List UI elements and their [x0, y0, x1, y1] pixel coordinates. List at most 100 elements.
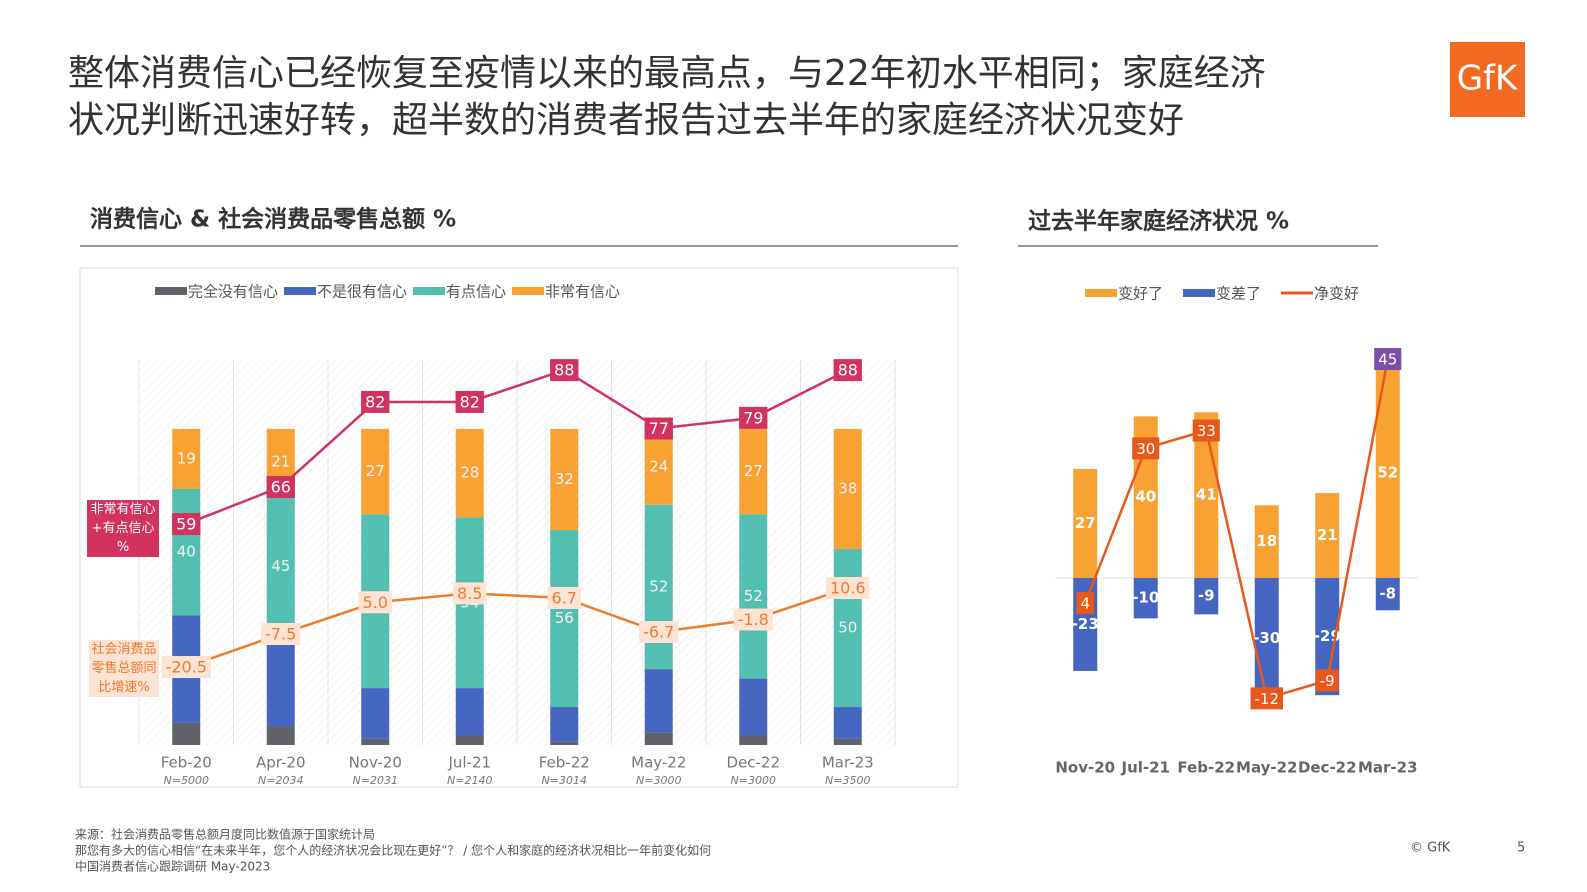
bar-label: 52	[649, 577, 668, 595]
bar-segment	[833, 738, 862, 745]
line-label: 非常有信心+有点信心 %	[87, 500, 159, 557]
line	[1084, 358, 1389, 700]
line-label: 6.7	[552, 588, 577, 607]
line-label-box	[739, 406, 768, 429]
x-tick-label: Apr-20	[256, 754, 306, 772]
bar-label: 27	[744, 462, 763, 480]
bar-label: 21	[1317, 526, 1338, 544]
slide-title-line: 整体消费信心已经恢复至疫情以来的最高点，与22年初水平相同；家庭经济	[68, 53, 1266, 94]
page-number: 5	[1517, 841, 1525, 856]
line-label: 77	[649, 419, 669, 438]
bar-segment	[1073, 468, 1098, 578]
bar-segment	[644, 732, 673, 745]
bar-segment	[361, 428, 390, 515]
legend-swatch	[155, 287, 187, 295]
line-label-box	[550, 359, 579, 382]
bar-label: 24	[649, 457, 668, 475]
line-label-box	[1132, 437, 1160, 460]
legend-label: 净变好	[1314, 285, 1359, 303]
bar-segment	[739, 735, 768, 745]
line-label-box	[358, 591, 392, 614]
bar-segment	[266, 637, 295, 727]
bar-segment	[361, 688, 390, 739]
line-label-box	[1076, 592, 1095, 615]
logo	[1450, 42, 1525, 117]
sample-size: N=2031	[353, 774, 398, 787]
line-label-box	[639, 620, 679, 643]
line-label: 5.0	[363, 593, 388, 612]
x-tick-label: Feb-22	[539, 754, 590, 772]
line-label: 10.6	[830, 579, 866, 598]
bar-label: 21	[271, 453, 290, 471]
bar-segment	[1315, 493, 1340, 578]
bar-segment	[455, 735, 484, 745]
x-tick-label: Nov-20	[349, 754, 402, 772]
bar-label: 38	[838, 479, 857, 497]
chart-title: 消费信心 & 社会消费品零售总额 %	[90, 206, 456, 233]
bar-label: 41	[1196, 486, 1217, 504]
bar-segment	[1254, 505, 1279, 578]
line	[185, 368, 849, 526]
bar-label: 27	[1075, 514, 1096, 532]
legend-swatch	[1085, 289, 1117, 297]
line-label-box	[261, 623, 301, 646]
bar-segment	[266, 726, 295, 745]
line-label: 82	[460, 392, 480, 411]
legend-label: 不是很有信心	[317, 283, 407, 301]
x-tick-label: Dec-22	[1298, 759, 1357, 777]
bar-segment	[550, 428, 579, 531]
sample-size: N=3000	[636, 774, 681, 787]
x-tick-label: May-22	[631, 754, 686, 772]
sample-size: N=3014	[542, 774, 587, 787]
line-label-box	[161, 656, 211, 679]
bar-label: -9	[1198, 587, 1215, 605]
line-label-box	[1315, 669, 1339, 692]
bar-segment	[1375, 577, 1400, 611]
line-label: 30	[1136, 440, 1155, 458]
bar-label: 56	[555, 609, 574, 627]
line-label-box	[455, 390, 484, 413]
x-tick-label: Mar-23	[1358, 759, 1418, 777]
line-label: 4	[1080, 595, 1090, 613]
line-label: 79	[743, 408, 763, 427]
line-label-box	[644, 417, 673, 440]
bar-segment	[172, 428, 201, 489]
line-label: -7.5	[265, 625, 296, 644]
sample-size: N=2034	[258, 774, 303, 787]
copyright: © GfK	[1410, 841, 1451, 856]
bar-segment	[833, 707, 862, 739]
line-label: 45	[1378, 351, 1397, 369]
line-label-box	[547, 586, 581, 609]
x-tick-label: Mar-23	[822, 754, 874, 772]
bar-segment	[361, 738, 390, 745]
legend-label: 有点信心	[446, 283, 506, 301]
line-label: 社会消费品零售总额同比增速%	[89, 640, 159, 697]
x-tick-label: Feb-20	[161, 754, 212, 772]
bar-segment	[739, 428, 768, 515]
bar-segment	[739, 514, 768, 679]
bar-label: -10	[1132, 589, 1159, 607]
bar-segment	[455, 688, 484, 736]
line-label-box	[1250, 687, 1283, 710]
bar-segment	[1133, 577, 1158, 619]
bar-label: -23	[1072, 615, 1099, 633]
line-label-box	[266, 475, 295, 498]
sample-size: N=3000	[731, 774, 776, 787]
bar-label: 28	[460, 464, 479, 482]
line-label-box	[172, 513, 201, 536]
bar-segment	[644, 669, 673, 733]
bar-segment	[1194, 577, 1219, 615]
x-tick-label: Dec-22	[726, 754, 780, 772]
slide-title-line: 状况判断迅速好转，超半数的消费者报告过去半年的家庭经济状况变好	[68, 100, 1184, 141]
bar-label: 27	[366, 462, 385, 480]
line-label-box	[1374, 348, 1402, 371]
bar-label: -8	[1379, 585, 1396, 603]
legend-swatch	[284, 287, 317, 295]
footnote: 来源：社会消费品零售总额月度同比数值源于国家统计局	[75, 827, 375, 842]
line-label: -12	[1255, 690, 1280, 708]
chart-frame	[79, 267, 959, 788]
x-tick-label: May-22	[1236, 759, 1297, 777]
sample-size: N=3500	[825, 774, 870, 787]
bar-segment	[550, 741, 579, 745]
